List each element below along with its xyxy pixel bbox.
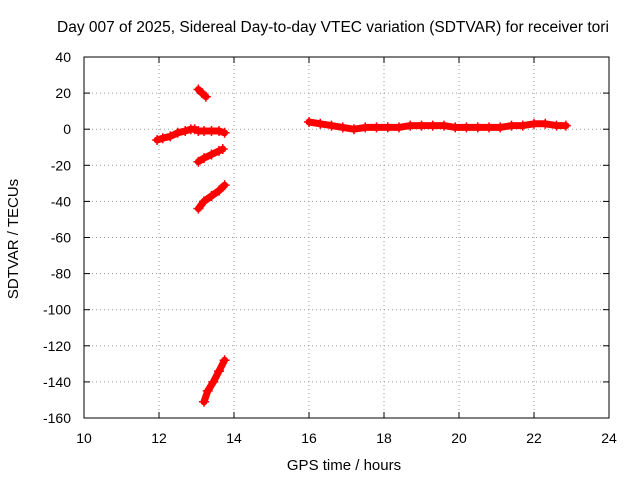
- data-point-seg6: [382, 122, 393, 133]
- axis-ticks: 40 20 0 -20 -40 -60 -80 -100 -120 -140 -160 10 12 14 1…: [43, 49, 617, 446]
- data-point-seg6: [304, 116, 314, 127]
- x-tick-label: 14: [226, 430, 242, 446]
- y-axis-label: SDTVAR / TECUs: [5, 179, 22, 299]
- y-tick-label: -100: [43, 302, 71, 318]
- data-point-seg4: [199, 196, 209, 207]
- data-point-seg6: [394, 122, 404, 133]
- data-point-seg1: [165, 131, 176, 142]
- data-point-seg4: [206, 190, 217, 201]
- x-tick-label: 16: [301, 430, 317, 446]
- data-point-seg3: [193, 156, 204, 167]
- data-point-seg1: [214, 126, 224, 137]
- data-point-seg6: [405, 120, 416, 131]
- data-point-seg4: [214, 185, 224, 196]
- x-axis-label: GPS time / hours: [287, 457, 401, 474]
- data-point-seg4: [193, 203, 204, 214]
- y-tick-label: -80: [51, 266, 71, 282]
- data-point-seg6: [315, 118, 326, 129]
- y-tick-label: -120: [43, 338, 71, 354]
- x-tick-label: 20: [451, 430, 467, 446]
- data-point-seg6: [551, 120, 562, 131]
- data-point-seg6: [360, 122, 371, 133]
- data-point-seg1: [219, 127, 230, 138]
- x-tick-label: 10: [76, 430, 92, 446]
- data-point-seg6: [529, 118, 539, 129]
- data-point-seg6: [427, 120, 438, 131]
- data-point-seg6: [484, 122, 494, 133]
- data-point-seg6: [371, 122, 382, 133]
- data-point-seg5: [202, 385, 213, 396]
- data-point-seg6: [540, 118, 551, 129]
- data-point-seg1: [152, 135, 163, 146]
- data-point-seg6: [326, 120, 337, 131]
- y-tick-label: -20: [51, 157, 71, 173]
- data-point-seg6: [416, 120, 427, 131]
- data-point-seg6: [517, 120, 528, 131]
- y-tick-label: -140: [43, 374, 71, 390]
- data-point-seg1: [157, 133, 168, 144]
- x-tick-label: 22: [526, 430, 542, 446]
- x-tick-label: 18: [376, 430, 392, 446]
- data-point-seg5: [219, 355, 230, 366]
- grid-lines: [84, 57, 609, 418]
- data-point-seg3: [217, 144, 228, 155]
- data-point-seg6: [337, 122, 348, 133]
- data-point-seg4: [219, 180, 230, 191]
- data-point-seg2: [200, 91, 211, 102]
- data-point-seg3: [199, 153, 209, 164]
- chart-title: Day 007 of 2025, Sidereal Day-to-day VTE…: [57, 19, 609, 36]
- data-point-seg1: [172, 127, 183, 138]
- x-tick-label: 24: [601, 430, 617, 446]
- data-point-seg6: [439, 120, 449, 131]
- data-point-seg6: [472, 122, 483, 133]
- data-point-seg6: [461, 122, 472, 133]
- x-tick-label: 12: [151, 430, 167, 446]
- y-tick-label: -40: [51, 193, 71, 209]
- data-point-seg6: [495, 122, 506, 133]
- data-point-seg5: [208, 376, 219, 387]
- data-point-seg6: [506, 120, 517, 131]
- y-tick-label: 0: [63, 121, 71, 137]
- data-marks: [152, 84, 571, 407]
- data-point-seg1: [180, 126, 191, 137]
- y-tick-label: -60: [51, 230, 71, 246]
- y-tick-label: 40: [55, 49, 71, 65]
- y-tick-label: 20: [55, 85, 71, 101]
- y-tick-label: -160: [43, 410, 71, 426]
- data-point-seg3: [206, 149, 217, 160]
- data-point-seg6: [349, 124, 359, 135]
- data-point-seg6: [560, 120, 571, 131]
- data-point-seg5: [199, 396, 209, 407]
- data-point-seg6: [450, 122, 461, 133]
- plot-frame: [83, 56, 610, 419]
- data-point-seg5: [214, 366, 224, 377]
